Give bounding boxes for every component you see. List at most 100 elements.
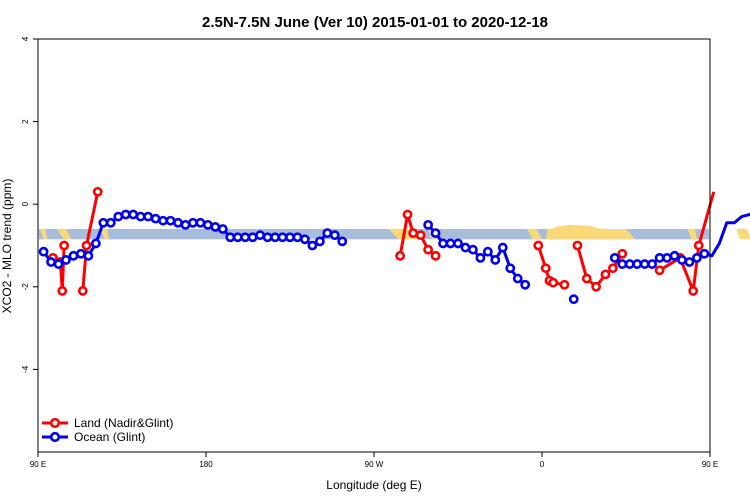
legend-entry-ocean: Ocean (Glint) [42, 430, 145, 444]
data-point [210, 222, 221, 232]
data-point [202, 219, 213, 230]
data-point [568, 294, 579, 305]
data-point [475, 252, 486, 263]
data-point [591, 281, 602, 292]
data-point [632, 259, 643, 269]
data-point [180, 219, 191, 230]
data-point [572, 240, 583, 251]
land-patch [527, 228, 542, 240]
series-ocean [38, 209, 750, 305]
series-land [48, 186, 716, 296]
data-point [143, 211, 154, 222]
data-point [195, 217, 206, 228]
data-point [90, 238, 101, 249]
data-point [548, 277, 559, 288]
land-patch [99, 228, 109, 240]
axes-layer: 90 E 180 90 W 0 90 E 4 2 0 -2 -4 [21, 36, 718, 469]
x-tick-label: 180 [199, 460, 213, 469]
data-point [581, 273, 592, 284]
data-point [559, 279, 570, 290]
data-point [533, 240, 544, 251]
data-point [46, 257, 56, 267]
data-point [654, 252, 665, 263]
data-point [669, 250, 680, 261]
data-point [688, 286, 699, 296]
x-tick-label: 0 [540, 460, 545, 469]
data-point [38, 246, 49, 257]
data-point [445, 238, 456, 249]
data-point [225, 232, 236, 243]
data-point [699, 248, 710, 259]
data-point [520, 279, 531, 290]
data-point [617, 248, 628, 259]
data-point [512, 273, 523, 284]
data-point [247, 232, 258, 243]
legend-label: Ocean (Glint) [74, 430, 145, 444]
data-point [262, 232, 273, 243]
data-point [300, 234, 310, 245]
data-point [57, 286, 68, 296]
legend-entry-land: Land (Nadir&Glint) [42, 416, 173, 430]
data-point [158, 215, 168, 226]
land-patch [545, 228, 636, 240]
data-point [609, 252, 620, 263]
data-point [188, 217, 198, 228]
data-point [468, 244, 478, 255]
land-patch [551, 224, 602, 229]
data-point [337, 236, 348, 247]
data-point [150, 213, 161, 224]
data-point [135, 211, 146, 222]
data-point [76, 248, 86, 259]
data-point [402, 209, 413, 220]
data-point [639, 259, 650, 269]
x-tick-label: 90 E [30, 460, 46, 469]
data-point [83, 250, 94, 261]
data-point [482, 246, 493, 257]
plot-frame [37, 38, 711, 453]
land-patch [39, 228, 48, 240]
data-point [692, 252, 702, 263]
y-tick-label: 0 [21, 201, 30, 206]
data-point [423, 244, 434, 255]
data-point [497, 242, 508, 253]
legend-marker [49, 431, 61, 443]
x-tick-label: 90 W [365, 460, 384, 469]
data-point [617, 259, 628, 269]
series-line [658, 191, 716, 293]
data-point [395, 250, 406, 261]
data-point [98, 217, 109, 228]
data-point [505, 263, 516, 274]
y-tick-label: 2 [21, 119, 30, 124]
data-point [329, 230, 340, 241]
reference-band [39, 228, 709, 240]
data-point [217, 224, 228, 234]
data-point [408, 228, 419, 239]
data-point [684, 257, 695, 267]
y-axis-label: XCO2 - MLO trend (ppm) [0, 179, 14, 314]
data-point [307, 240, 318, 251]
land-patch [56, 228, 72, 240]
data-point [654, 265, 665, 276]
data-point [314, 236, 325, 247]
data-point [438, 238, 448, 249]
data-point [61, 255, 71, 265]
y-tick-label: -2 [21, 283, 30, 291]
land-patch [687, 228, 697, 240]
data-point [59, 240, 70, 251]
data-point [285, 232, 295, 243]
data-point [693, 240, 704, 251]
data-point [277, 232, 288, 243]
data-point [453, 238, 463, 249]
data-point [105, 217, 116, 228]
data-point [460, 242, 471, 253]
data-point [240, 232, 251, 243]
data-point [173, 217, 183, 228]
land-patch [736, 228, 750, 240]
data-point [292, 232, 303, 243]
data-point [540, 263, 551, 274]
data-point [662, 252, 672, 263]
data-point [165, 215, 176, 226]
plot-background-layer [39, 224, 750, 240]
data-point [430, 250, 441, 261]
